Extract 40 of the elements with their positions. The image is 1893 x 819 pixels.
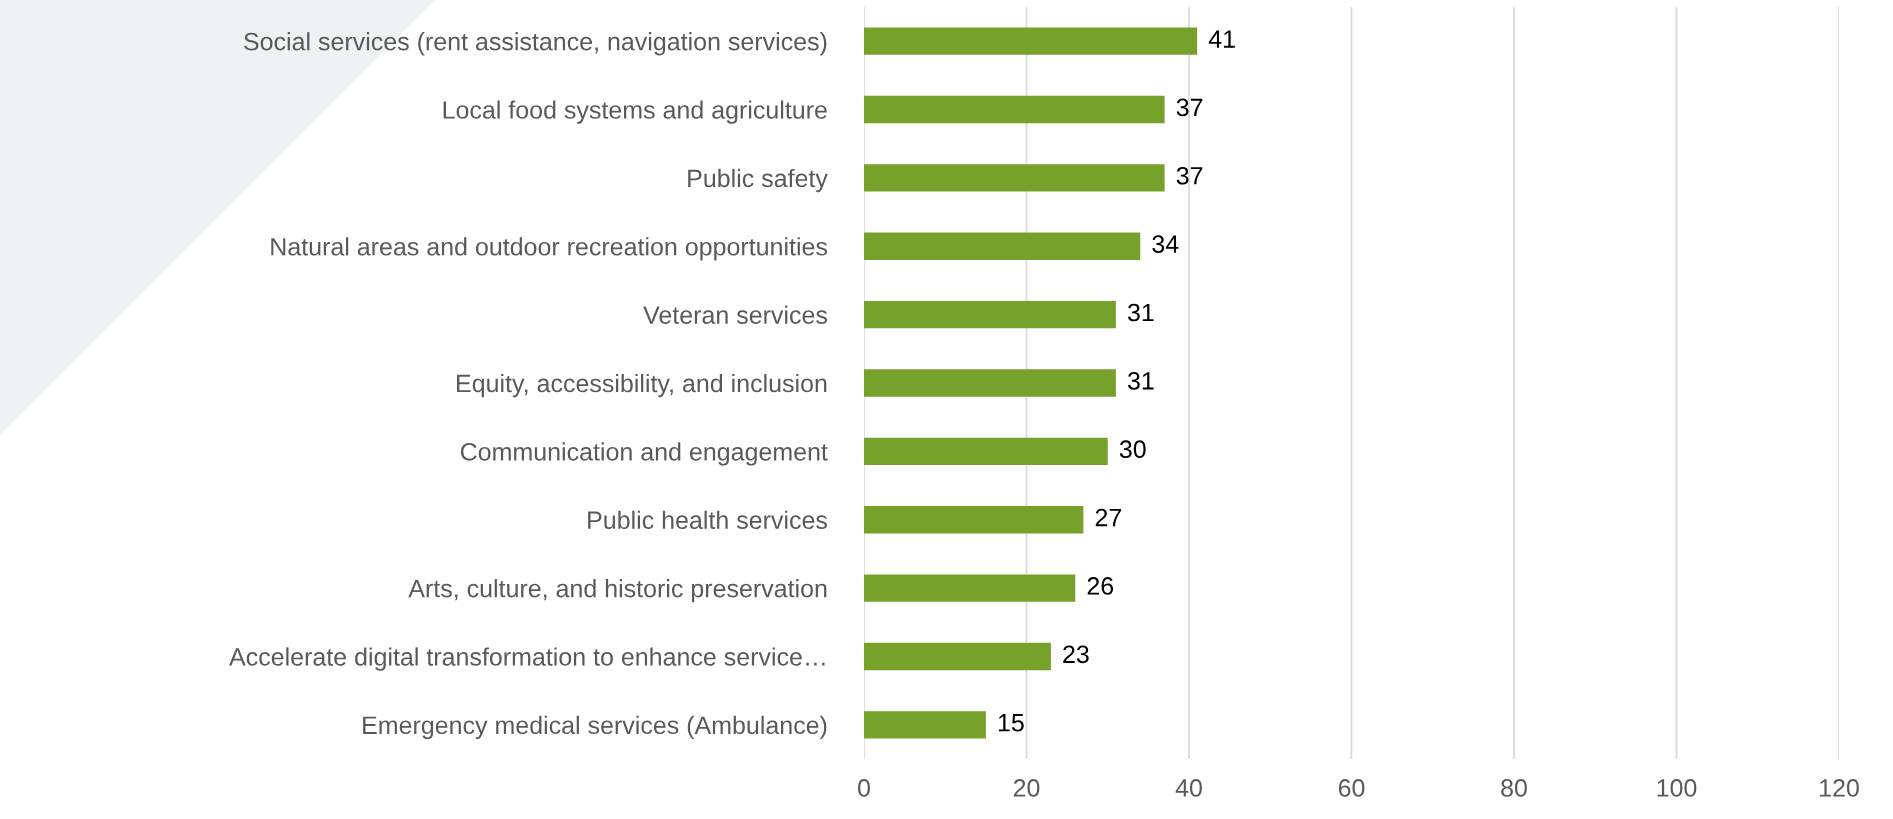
data-label: 31: [1127, 303, 1154, 322]
bar: [864, 27, 1198, 55]
bar: [864, 574, 1076, 602]
data-label: 30: [1119, 440, 1146, 459]
bar: [864, 300, 1116, 329]
x-tick-label: 20: [1013, 779, 1040, 797]
x-tick-label: 120: [1820, 779, 1859, 797]
x-tick-label: 100: [1657, 779, 1697, 797]
data-label: 26: [1087, 577, 1114, 595]
y-tick-label: Social services (rent assistance, navigation services): [244, 32, 827, 56]
bar: [864, 711, 986, 739]
x-tick-label: 60: [1338, 779, 1365, 797]
data-label: 23: [1063, 645, 1089, 664]
bar: [864, 642, 1051, 671]
bar: [864, 95, 1165, 124]
y-tick-label: Public health services: [588, 510, 827, 530]
data-label: 37: [1176, 166, 1203, 185]
data-label: 31: [1127, 372, 1154, 390]
bar: [864, 506, 1084, 534]
y-tick-label: Communication and engagement: [460, 442, 828, 466]
data-label: 37: [1176, 98, 1203, 117]
bar: [864, 369, 1116, 397]
bar: [864, 437, 1108, 466]
y-tick-label: Public safety: [688, 168, 828, 193]
y-tick-label: Equity, accessibility, and inclusion: [457, 373, 827, 398]
bar: [864, 164, 1165, 192]
data-label: 41: [1208, 30, 1235, 48]
bar: [864, 232, 1141, 260]
y-tick-label: Veteran services: [643, 305, 827, 324]
y-tick-label: Accelerate digital transformation to enhance service…: [229, 647, 825, 671]
x-tick-label: 40: [1175, 779, 1202, 797]
y-tick-label: Emergency medical services (Ambulance): [363, 715, 827, 740]
data-label: 27: [1095, 508, 1122, 527]
data-label: 15: [998, 714, 1024, 732]
data-label: 34: [1152, 235, 1179, 253]
y-tick-label: Local food systems and agriculture: [443, 100, 827, 124]
y-tick-label: Arts, culture, and historic preservation: [408, 579, 827, 603]
y-tick-label: Natural areas and outdoor recreation opportunities: [271, 237, 828, 261]
x-tick-label: 0: [858, 779, 870, 797]
x-tick-label: 80: [1501, 779, 1527, 797]
